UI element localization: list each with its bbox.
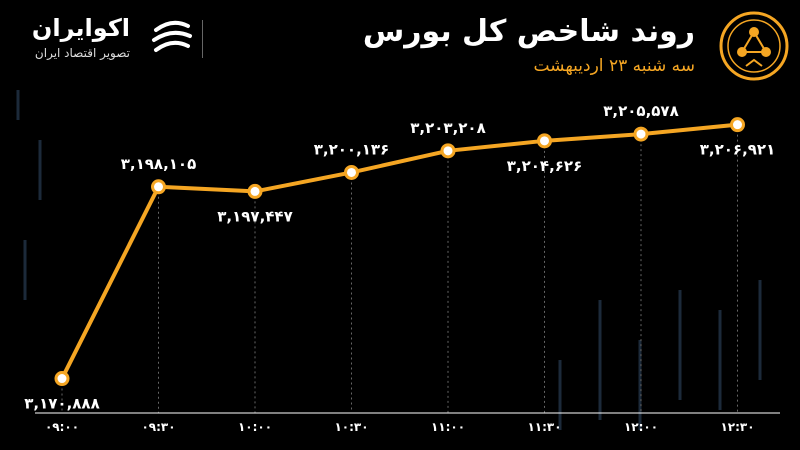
data-label: ۳,۲۰۰,۱۳۶: [314, 140, 389, 158]
data-point: [151, 179, 166, 195]
data-point: [730, 117, 745, 133]
x-tick-label: ۱۰:۰۰: [238, 420, 272, 434]
x-tick-label: ۰۹:۳۰: [141, 420, 175, 434]
data-label: ۳,۲۰۵,۵۷۸: [603, 102, 678, 120]
data-point: [344, 164, 359, 180]
data-point: [537, 133, 552, 149]
data-point: [440, 143, 456, 159]
data-label: ۳,۲۰۶,۹۲۱: [700, 141, 775, 159]
data-labels: ۳,۱۷۰,۸۸۸ ۳,۱۹۸,۱۰۵ ۳,۱۹۷,۴۴۷ ۳,۲۰۰,۱۳۶ ۳,۲۰…: [24, 102, 775, 412]
background-decoration: [16, 90, 762, 430]
chart-title: روند شاخص کل بورس: [362, 14, 695, 49]
data-label: ۳,۲۰۳,۲۰۸: [410, 119, 485, 137]
brand-logo: اکوایران تصویر اقتصاد ایران: [20, 14, 280, 64]
brand-tagline: تصویر اقتصاد ایران: [34, 46, 130, 60]
x-tick-label: ۱۱:۳۰: [527, 420, 561, 434]
data-point: [247, 183, 263, 199]
x-tick-label: ۱۲:۳۰: [720, 420, 754, 434]
brand-name: اکوایران: [31, 14, 130, 42]
x-tick-label: ۱۱:۰۰: [431, 420, 465, 434]
x-tick-label: ۱۲:۰۰: [624, 420, 658, 434]
x-tick-label: ۱۰:۳۰: [334, 420, 368, 434]
x-tick-label: ۰۹:۰۰: [45, 420, 79, 434]
data-label: ۳,۱۷۰,۸۸۸: [24, 395, 99, 413]
brand-separator: [202, 20, 203, 58]
grid-lines: [61, 124, 738, 413]
data-label: ۳,۱۹۷,۴۴۷: [217, 207, 292, 225]
series-line: [60, 122, 740, 381]
data-point: [633, 126, 649, 142]
stock-exchange-emblem-icon: [719, 11, 789, 81]
brand-mark-icon: [152, 20, 192, 52]
data-label: ۳,۲۰۴,۶۲۶: [507, 157, 582, 175]
data-points: [54, 117, 745, 387]
x-axis-ticks: ۰۹:۰۰ ۰۹:۳۰ ۱۰:۰۰ ۱۰:۳۰ ۱۱:۰۰ ۱۱:۳۰ ۱۲:۰۰ ۱۲:۳۰: [45, 420, 755, 434]
chart-subtitle: سه شنبه ۲۳ اردیبهشت: [533, 56, 695, 76]
data-point: [54, 371, 70, 387]
series-path: [60, 122, 740, 381]
data-label: ۳,۱۹۸,۱۰۵: [121, 155, 196, 173]
